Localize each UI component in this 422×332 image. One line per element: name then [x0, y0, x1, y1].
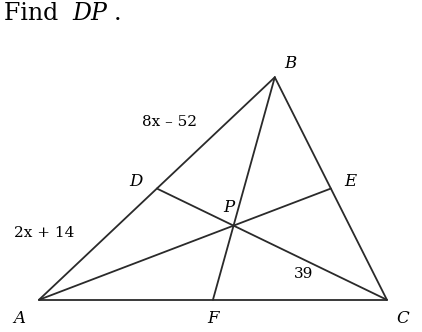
Text: B: B	[284, 55, 296, 72]
Text: P: P	[223, 199, 234, 216]
Text: D: D	[129, 173, 142, 190]
Text: DP: DP	[73, 2, 107, 25]
Text: E: E	[344, 173, 356, 190]
Text: A: A	[14, 310, 26, 327]
Text: 2x + 14: 2x + 14	[14, 226, 74, 240]
Text: C: C	[396, 310, 409, 327]
Text: 39: 39	[294, 267, 314, 281]
Text: F: F	[207, 310, 219, 327]
Text: Find: Find	[4, 2, 66, 25]
Text: .: .	[114, 2, 122, 25]
Text: 8x – 52: 8x – 52	[142, 115, 197, 129]
